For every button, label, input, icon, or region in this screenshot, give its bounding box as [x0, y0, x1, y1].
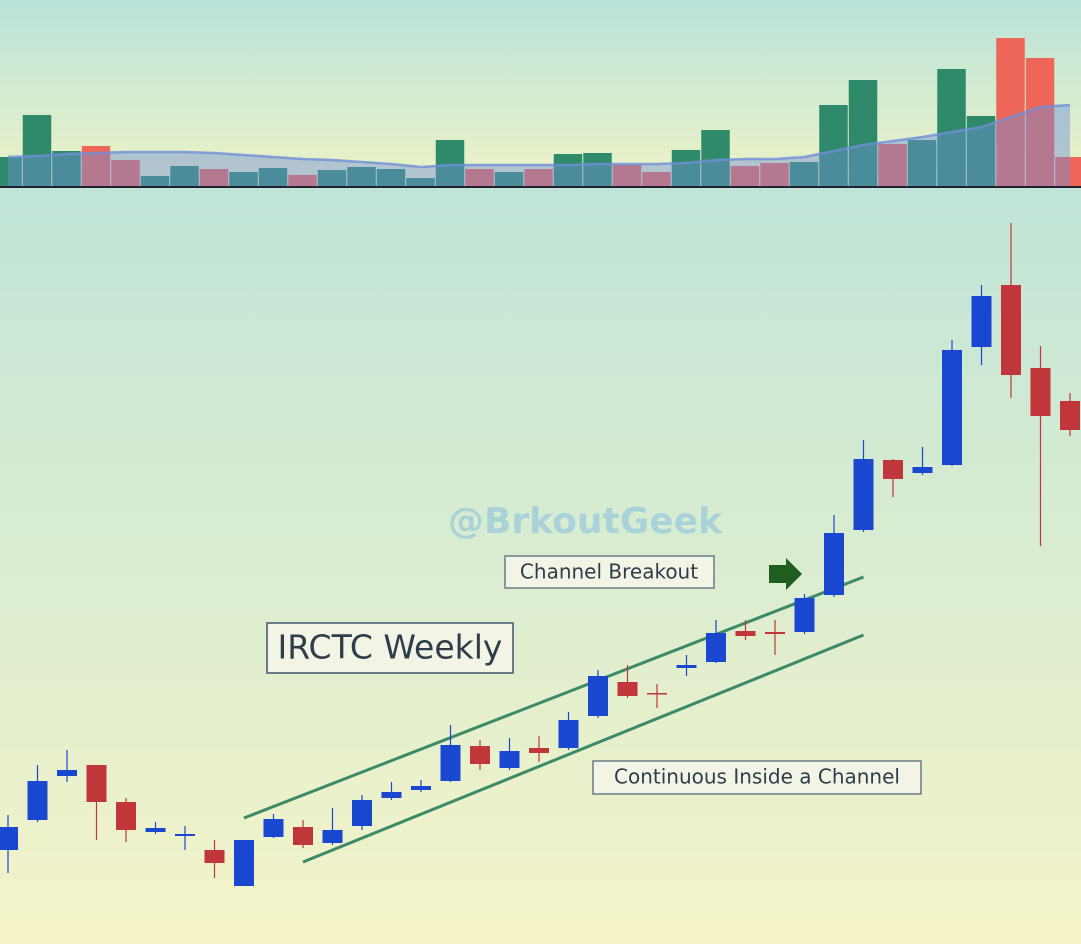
candle-body: [942, 350, 962, 465]
channel-line: [243, 575, 865, 820]
volume-bar: [435, 140, 465, 187]
candle-body: [440, 745, 461, 781]
candle-body: [204, 850, 225, 863]
volume-bar: [819, 105, 848, 187]
candle-body: [381, 792, 402, 798]
volume-bar: [494, 172, 524, 187]
candle-body: [263, 819, 284, 837]
volume-bar: [111, 160, 140, 187]
candle-body: [175, 834, 195, 836]
chart-title: IRCTC Weekly: [278, 628, 503, 667]
candle-body: [293, 827, 313, 845]
volume-bar: [258, 168, 288, 187]
volume-bar: [760, 163, 789, 187]
volume-bar: [170, 166, 199, 187]
candle-body: [0, 827, 18, 850]
channel-line: [302, 633, 865, 864]
candle-body: [1060, 401, 1080, 430]
candle-body: [735, 631, 756, 636]
volume-bar: [199, 169, 229, 187]
title-box: [266, 622, 514, 674]
annotation: Continuous Inside a Channel: [614, 765, 900, 789]
volume-bar: [465, 169, 494, 187]
candle-body: [676, 665, 697, 668]
candle-body: [1001, 285, 1021, 375]
volume-bar: [406, 178, 435, 187]
volume-bar: [22, 115, 52, 187]
candle-body: [57, 770, 77, 776]
candle-body: [352, 800, 372, 826]
candle-body: [234, 840, 254, 886]
candle-body: [883, 460, 903, 479]
candle-body: [647, 693, 667, 695]
candle-body: [794, 598, 815, 632]
volume-bar: [52, 151, 81, 187]
volume-bar: [229, 172, 258, 187]
annotation-box: [592, 760, 922, 795]
volume-bar: [848, 80, 878, 187]
candle-body: [824, 533, 844, 595]
candle-body: [27, 781, 48, 820]
volume-bar: [376, 169, 406, 187]
volume-bar: [642, 172, 671, 187]
candle-body: [116, 802, 136, 830]
candle-body: [588, 676, 608, 716]
volume-bar: [789, 162, 819, 187]
volume-ma-area: [8, 105, 1070, 187]
volume-bar: [1055, 157, 1081, 187]
candle-body: [853, 459, 874, 530]
volume-bar: [996, 38, 1025, 187]
annotation: Channel Breakout: [520, 560, 698, 584]
volume-bar: [907, 140, 937, 187]
arrow: [769, 558, 802, 590]
volume-bar: [1025, 58, 1055, 187]
candle-body: [912, 467, 933, 473]
candle-body: [322, 830, 343, 843]
candle-body: [558, 720, 579, 748]
candle-body: [1030, 368, 1051, 416]
volume-bar: [317, 170, 347, 187]
watermark: @BrkoutGeek: [448, 501, 723, 542]
candle-body: [706, 633, 726, 662]
volume-bar: [612, 165, 642, 187]
candle-body: [617, 682, 638, 696]
candle-body: [765, 632, 785, 634]
volume-ma-line: [7, 103, 1071, 169]
volume-bar: [583, 153, 612, 187]
candle-body: [86, 765, 107, 802]
volume-bar: [553, 154, 583, 187]
candle-body: [145, 828, 166, 832]
volume-bar: [0, 157, 22, 187]
volume-bar: [140, 176, 170, 187]
candle-body: [971, 296, 992, 347]
volume-bar: [671, 150, 701, 187]
candle-body: [470, 746, 490, 764]
candle-body: [499, 751, 520, 768]
volume-bar: [730, 166, 760, 187]
annotation-box: [504, 555, 715, 589]
volume-bar: [347, 167, 376, 187]
volume-bar: [524, 169, 553, 187]
volume-bar: [288, 175, 317, 187]
candle-body: [411, 786, 431, 790]
volume-bar: [937, 69, 966, 187]
candle-body: [529, 748, 549, 753]
volume-bar: [878, 144, 907, 187]
